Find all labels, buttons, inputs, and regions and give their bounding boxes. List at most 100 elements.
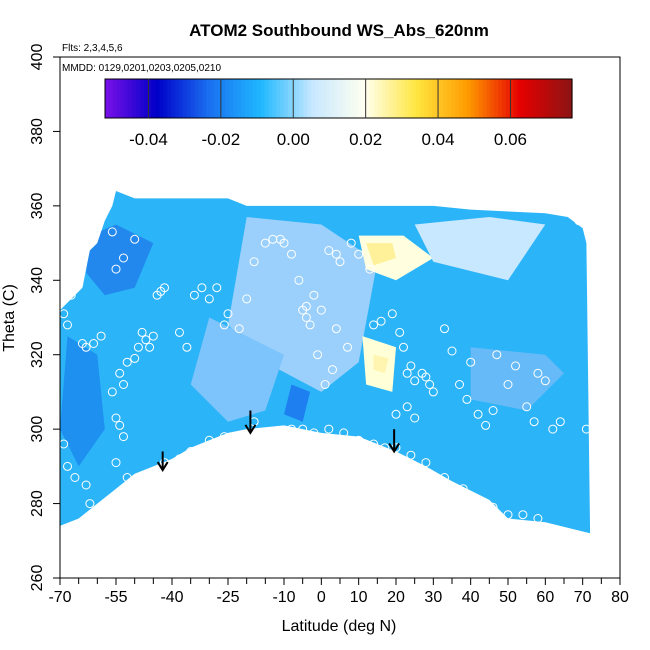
- colorbar-strip-52: [307, 79, 312, 118]
- data-point-86: [555, 417, 565, 427]
- data-point-26: [189, 290, 199, 300]
- colorbar-strip-34: [237, 79, 242, 118]
- colorbar-strip-6: [128, 79, 133, 118]
- data-point-79: [503, 380, 513, 389]
- data-point-135: [410, 413, 420, 423]
- colorbar-strip-26: [206, 79, 211, 118]
- colorbar-strip-0: [105, 79, 110, 118]
- data-point-17: [137, 327, 147, 337]
- colorbar-strip-91: [459, 79, 464, 118]
- data-point-80: [511, 361, 520, 371]
- colorbar-strip-62: [346, 79, 351, 118]
- data-point-75: [473, 409, 483, 419]
- colorbar-strip-86: [439, 79, 445, 118]
- data-point-105: [253, 428, 263, 438]
- colorbar-strip-51: [303, 79, 308, 118]
- data-point-18: [141, 335, 151, 345]
- chart-subtitle-dates: MMDD: 0129,0201,0203,0205,0210: [62, 63, 221, 74]
- data-point-55: [328, 365, 337, 375]
- data-point-54: [331, 324, 341, 334]
- data-point-94: [122, 473, 132, 482]
- colorbar-strip-57: [326, 79, 332, 118]
- colorbar-ticks: -0.04 -0.02 0.00 0.02 0.04 0.06: [129, 79, 527, 149]
- data-point-23: [160, 283, 169, 293]
- data-point-39: [287, 249, 296, 259]
- data-point-89: [107, 387, 117, 397]
- data-point-90: [111, 413, 121, 423]
- colorbar-strip-81: [420, 79, 425, 118]
- x-tick-label-5: 0: [317, 589, 326, 606]
- colorbar-strip-47: [287, 79, 293, 118]
- y-tick-label-5: 360: [29, 192, 46, 219]
- colorbar-strip-59: [334, 79, 340, 118]
- data-point-91: [115, 420, 125, 430]
- colorbar-strip-100: [494, 79, 499, 118]
- data-point-125: [60, 439, 69, 449]
- data-point-16: [133, 342, 143, 352]
- colorbar-strip-97: [482, 79, 487, 118]
- data-point-114: [380, 443, 390, 453]
- data-point-56: [320, 380, 330, 389]
- data-point-13: [119, 380, 128, 389]
- data-point-64: [406, 361, 416, 371]
- colorbar-strip-110: [533, 79, 538, 118]
- data-point-25: [182, 342, 192, 352]
- data-point-34: [249, 257, 259, 267]
- data-point-107: [287, 424, 296, 434]
- colorbar-strip-40: [260, 79, 266, 118]
- colorbar-strip-63: [350, 79, 355, 118]
- colorbar-strip-42: [268, 79, 273, 118]
- data-point-8: [107, 227, 117, 237]
- arrow-2: [388, 429, 400, 454]
- colorbar-strip-53: [311, 79, 316, 118]
- colorbar-strip-113: [544, 79, 550, 118]
- colorbar-strip-109: [529, 79, 534, 118]
- x-tick-label-11: 60: [536, 589, 554, 606]
- colorbar-strip-56: [322, 79, 328, 118]
- colorbar-strip-29: [217, 79, 223, 118]
- data-point-84: [540, 376, 550, 386]
- data-point-77: [488, 406, 498, 415]
- colorbar-strip-78: [408, 79, 414, 118]
- data-point-60: [387, 309, 397, 319]
- data-point-7: [96, 331, 106, 341]
- data-point-134: [402, 402, 412, 412]
- x-tick-label-2: -40: [160, 589, 183, 606]
- colorbar-strip-73: [389, 79, 394, 118]
- data-point-33: [242, 294, 252, 304]
- field-patch-8: [284, 384, 311, 422]
- colorbar-strip-41: [264, 79, 270, 118]
- data-point-46: [316, 305, 326, 315]
- data-point-63: [402, 368, 412, 378]
- x-tick-label-4: -10: [272, 589, 295, 606]
- data-point-85: [548, 424, 558, 434]
- colorbar-strip-65: [357, 79, 363, 118]
- colorbar-strip-92: [463, 79, 468, 118]
- data-point-95: [130, 491, 140, 501]
- data-point-128: [81, 480, 91, 490]
- colorbar-strip-14: [159, 79, 164, 118]
- colorbar-strip-12: [151, 79, 157, 118]
- colorbar-strip-90: [455, 79, 460, 118]
- colorbar-strip-96: [478, 79, 484, 118]
- colorbar-strip-117: [560, 79, 565, 118]
- data-point-24: [175, 327, 184, 337]
- data-point-118: [440, 473, 449, 482]
- colorbar-strip-28: [213, 79, 219, 118]
- data-point-130: [92, 506, 102, 516]
- data-point-45: [309, 290, 319, 300]
- colorbar-strip-68: [369, 79, 375, 118]
- colorbar-strip-35: [241, 79, 246, 118]
- data-point-127: [70, 473, 80, 482]
- field-patch-4: [366, 243, 396, 266]
- data-point-99: [167, 461, 177, 471]
- colorbar-strip-22: [190, 79, 196, 118]
- colorbar-strip-58: [330, 79, 336, 118]
- data-point-76: [481, 420, 491, 430]
- data-point-52: [365, 264, 375, 274]
- y-tick-label-3: 320: [29, 341, 46, 368]
- colorbar-strip-94: [470, 79, 476, 118]
- colorbar-strip-36: [245, 79, 250, 118]
- colorbar-strip-105: [513, 79, 519, 118]
- data-point-48: [331, 249, 341, 259]
